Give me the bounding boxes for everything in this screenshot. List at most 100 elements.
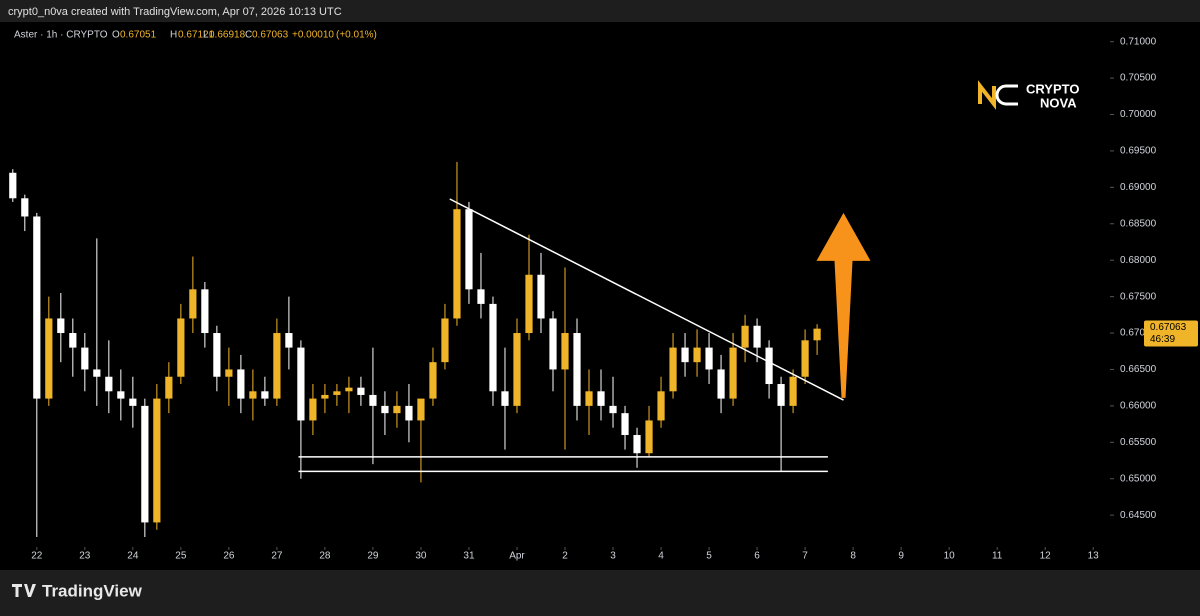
y-tick-label: 0.67500: [1120, 291, 1157, 302]
price-label: 0.67063: [1150, 322, 1187, 333]
price-countdown: 46:39: [1150, 334, 1175, 345]
y-tick-label: 0.68500: [1120, 218, 1157, 229]
plot-bg: [0, 22, 1200, 570]
candle-body: [93, 369, 101, 377]
candle-body: [381, 405, 389, 414]
x-tick-label: 6: [754, 551, 760, 562]
candle-body: [69, 333, 77, 348]
legend-c: C: [245, 30, 252, 41]
trend-line: [449, 198, 844, 401]
legend-change: +0.00010: [292, 30, 334, 41]
candle-body: [633, 435, 641, 454]
candle-body: [165, 376, 173, 399]
candle-body: [357, 387, 365, 395]
x-tick-label: 25: [175, 551, 187, 562]
logo-n: [978, 80, 996, 110]
candle-body: [321, 394, 329, 399]
candle-body: [369, 394, 377, 406]
logo-line1: CRYPTO: [1026, 81, 1079, 96]
candle-body: [489, 303, 497, 392]
y-tick-label: 0.65000: [1120, 473, 1157, 484]
candle-body: [105, 376, 113, 392]
candle-body: [789, 376, 797, 406]
header-text: crypt0_n0va created with TradingView.com…: [8, 6, 342, 18]
candle-body: [201, 289, 209, 334]
price-label-bg: [1144, 320, 1198, 347]
footer-bar: [0, 570, 1200, 616]
candle-body: [693, 347, 701, 363]
candle-body: [525, 274, 533, 334]
candle-body: [681, 347, 689, 363]
y-tick-label: 0.69500: [1120, 146, 1157, 157]
candle-body: [45, 318, 53, 399]
candle-body: [261, 391, 269, 399]
candle-body: [333, 391, 341, 395]
candle-body: [153, 398, 161, 523]
candle-body: [225, 369, 233, 377]
candle-body: [345, 387, 353, 392]
y-tick-label: 0.69000: [1120, 182, 1157, 193]
candle-body: [621, 413, 629, 436]
candle-body: [189, 289, 197, 319]
candle-body: [57, 318, 65, 334]
candle-body: [669, 347, 677, 392]
logo-line2: NOVA: [1040, 95, 1077, 110]
y-tick-label: 0.64500: [1120, 510, 1157, 521]
legend-h: H: [170, 30, 177, 41]
x-tick-label: 31: [463, 551, 475, 562]
candle-body: [813, 328, 821, 341]
candle-body: [657, 391, 665, 421]
candle-body: [453, 209, 461, 319]
y-tick-label: 0.67000: [1120, 328, 1157, 339]
legend-open: 0.67051: [120, 30, 157, 41]
footer-brand: TradingView: [42, 581, 143, 600]
candle-body: [285, 333, 293, 348]
candle-body: [645, 420, 653, 454]
candle-body: [465, 209, 473, 290]
y-tick-label: 0.70000: [1120, 109, 1157, 120]
candle-body: [513, 333, 521, 406]
candle-body: [177, 318, 185, 377]
candle-body: [129, 398, 137, 406]
x-tick-label: 2: [562, 551, 568, 562]
x-tick-label: 23: [79, 551, 91, 562]
logo-c: [995, 84, 1018, 106]
legend-change-pct: (+0.01%): [336, 30, 377, 41]
candle-body: [549, 318, 557, 370]
x-tick-label: 27: [271, 551, 283, 562]
candle-body: [729, 347, 737, 399]
candle-body: [741, 325, 749, 348]
x-tick-label: 22: [31, 551, 43, 562]
candle-body: [477, 289, 485, 304]
x-tick-label: 10: [944, 551, 956, 562]
legend-high: 0.67121: [178, 30, 215, 41]
candle-body: [753, 325, 761, 348]
x-tick-label: 30: [415, 551, 427, 562]
x-tick-label: 7: [802, 551, 808, 562]
candle-body: [417, 398, 425, 421]
candle-body: [405, 405, 413, 421]
candle-body: [501, 391, 509, 406]
x-tick-label: 3: [610, 551, 616, 562]
candle-body: [141, 405, 149, 523]
legend-o: O: [112, 30, 120, 41]
legend-l: L: [203, 30, 209, 41]
x-tick-label: 8: [850, 551, 856, 562]
y-tick-label: 0.71000: [1120, 36, 1157, 47]
x-tick-label: 4: [658, 551, 664, 562]
x-tick-label: 11: [992, 551, 1003, 562]
y-tick-label: 0.68000: [1120, 255, 1157, 266]
candle-body: [717, 369, 725, 399]
legend-symbol: Aster · 1h · CRYPTO: [14, 30, 108, 41]
x-tick-label: 26: [223, 551, 235, 562]
candle-body: [597, 391, 605, 406]
x-tick-label: 5: [706, 551, 712, 562]
header-bar: [0, 0, 1200, 22]
candle-body: [441, 318, 449, 363]
y-tick-label: 0.66000: [1120, 401, 1157, 412]
x-tick-label: 28: [319, 551, 331, 562]
candle-body: [117, 391, 125, 399]
candle-body: [309, 398, 317, 421]
legend-close: 0.67063: [252, 30, 289, 41]
candle-body: [297, 347, 305, 421]
